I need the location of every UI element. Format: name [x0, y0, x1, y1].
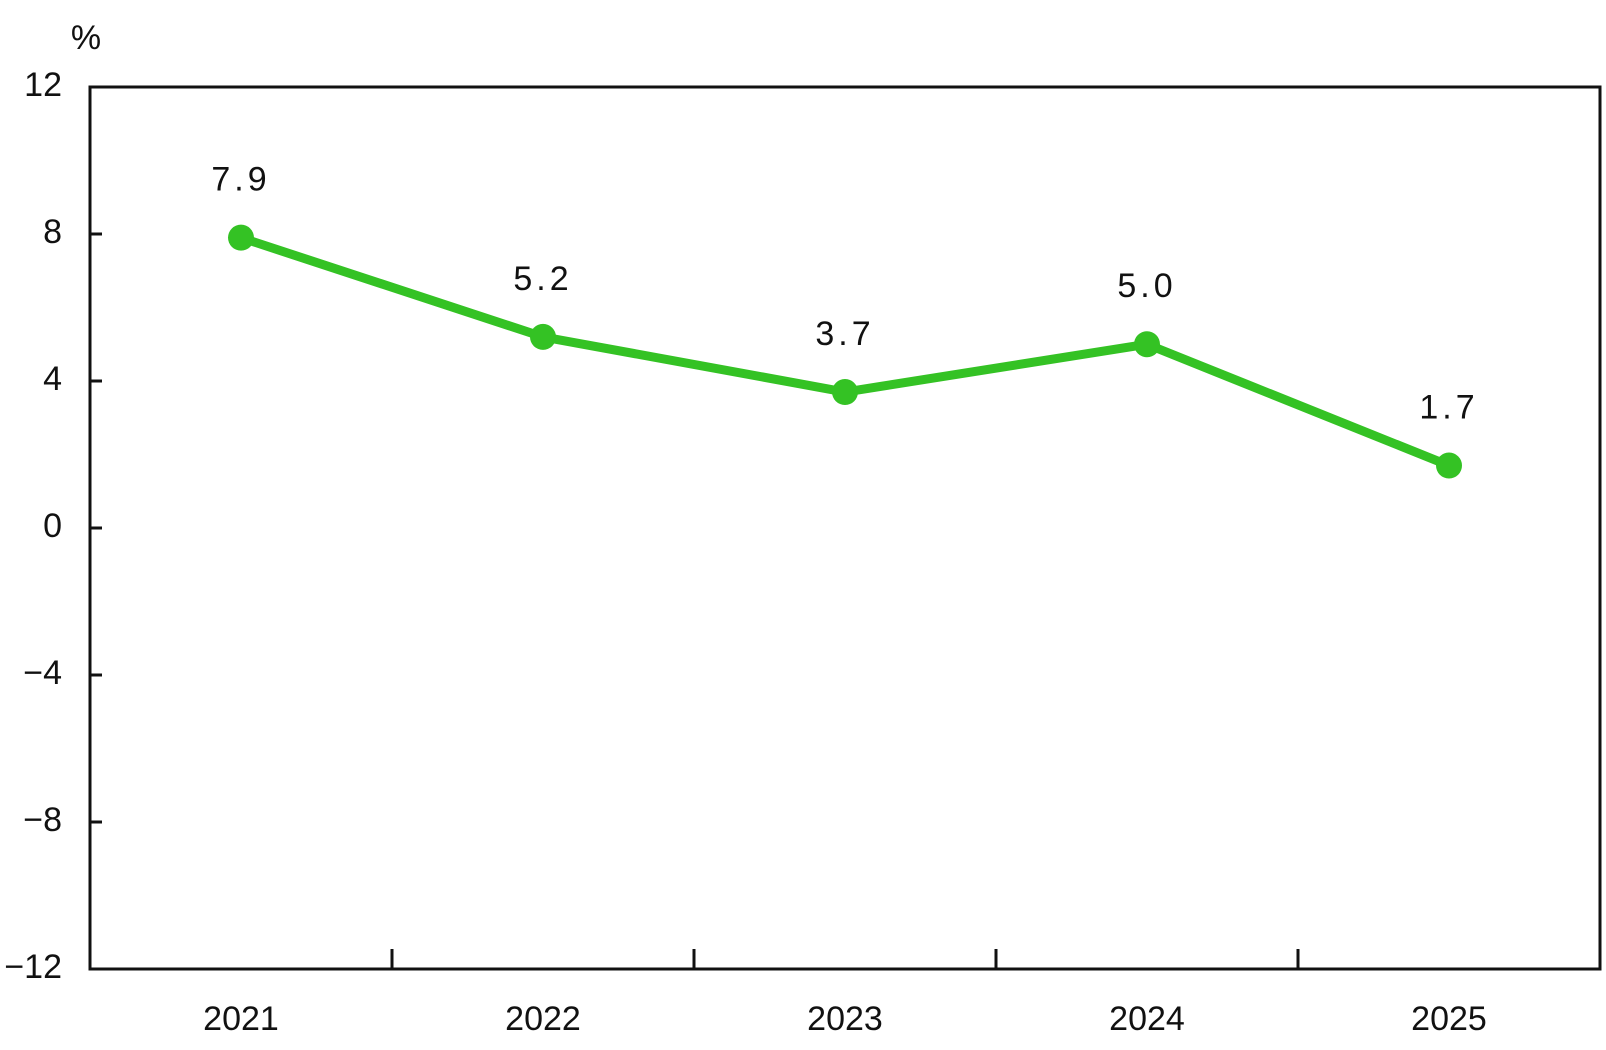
y-tick-label: 4	[43, 360, 62, 398]
y-tick-label: −12	[4, 948, 62, 986]
data-label: 5.2	[513, 260, 572, 298]
data-point	[832, 379, 858, 406]
x-tick-label: 2022	[505, 1000, 581, 1038]
x-tick-label: 2021	[203, 1000, 279, 1038]
data-point	[228, 224, 254, 251]
data-label: 5.0	[1117, 267, 1176, 305]
x-tick-label: 2023	[807, 1000, 883, 1038]
data-point	[1436, 452, 1462, 479]
y-tick-label: −4	[23, 654, 62, 692]
y-tick-label: 12	[24, 66, 62, 104]
y-tick-label: −8	[23, 801, 62, 839]
y-tick-label: 0	[43, 507, 62, 545]
x-tick-label: 2024	[1109, 1000, 1185, 1038]
data-label: 3.7	[815, 315, 874, 353]
data-point	[530, 323, 556, 350]
plot-frame	[88, 85, 1602, 971]
x-tick-label: 2025	[1411, 1000, 1487, 1038]
data-point	[1134, 331, 1160, 358]
data-label: 1.7	[1419, 389, 1478, 427]
y-axis-label: %	[71, 19, 101, 57]
data-label: 7.9	[211, 161, 270, 199]
y-tick-label: 8	[43, 213, 62, 251]
